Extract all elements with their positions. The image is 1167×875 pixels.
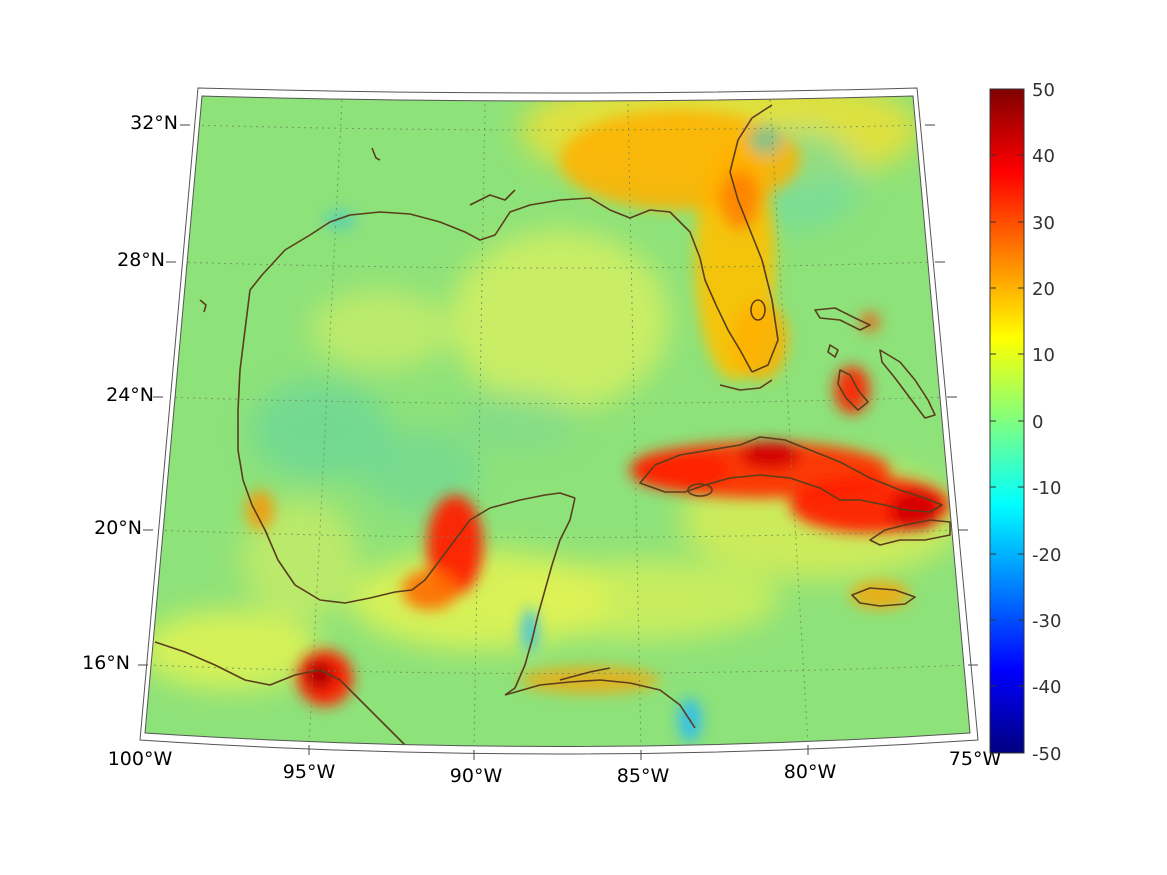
graticule bbox=[147, 99, 969, 747]
lon-label-80w: 80°W bbox=[784, 761, 837, 783]
lat-label-16n: 16°N bbox=[82, 652, 130, 674]
colorbar-label-0: 0 bbox=[1032, 412, 1043, 433]
colorbar-label-40: 40 bbox=[1032, 146, 1055, 167]
colorbar-label-50: 50 bbox=[1032, 80, 1055, 101]
lat-label-28n: 28°N bbox=[117, 249, 165, 271]
map-frame bbox=[139, 87, 979, 755]
lon-label-95w: 95°W bbox=[283, 761, 336, 783]
lon-label-85w: 85°W bbox=[617, 765, 670, 787]
heat-field bbox=[145, 96, 970, 747]
colorbar-label-neg30: -30 bbox=[1032, 611, 1061, 632]
lat-label-20n: 20°N bbox=[94, 517, 142, 539]
colorbar-labels: 50 40 30 20 10 0 -10 -20 -30 -40 -50 bbox=[1032, 80, 1061, 765]
lon-label-90w: 90°W bbox=[450, 765, 503, 787]
lat-tick-labels: 32°N 28°N 24°N 20°N 16°N bbox=[82, 112, 178, 674]
lon-tick-labels: 100°W 95°W 90°W 85°W 80°W 75°W bbox=[108, 748, 1002, 787]
colorbar-label-30: 30 bbox=[1032, 213, 1055, 234]
colorbar-label-neg50: -50 bbox=[1032, 744, 1061, 765]
lon-label-100w: 100°W bbox=[108, 748, 173, 770]
coastlines bbox=[154, 104, 951, 746]
colorbar-label-neg40: -40 bbox=[1032, 677, 1061, 698]
frame-ticks bbox=[138, 124, 978, 760]
colorbar: 50 40 30 20 10 0 -10 -20 -30 -40 -50 bbox=[989, 80, 1061, 765]
colorbar-label-20: 20 bbox=[1032, 279, 1055, 300]
lat-label-24n: 24°N bbox=[106, 384, 154, 406]
lon-label-75w: 75°W bbox=[949, 748, 1002, 770]
colorbar-label-10: 10 bbox=[1032, 345, 1055, 366]
lat-label-32n: 32°N bbox=[130, 112, 178, 134]
colorbar-label-neg20: -20 bbox=[1032, 545, 1061, 566]
colorbar-ticks bbox=[990, 154, 1024, 687]
colorbar-label-neg10: -10 bbox=[1032, 478, 1061, 499]
